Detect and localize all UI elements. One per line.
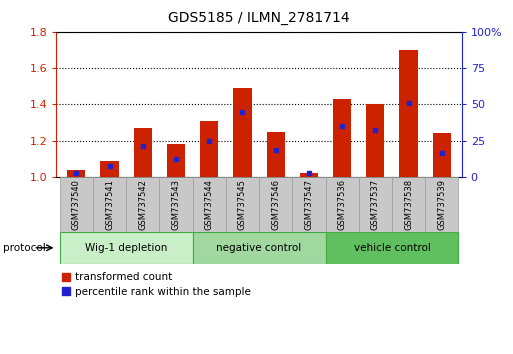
Bar — [326, 177, 359, 232]
Text: GSM737545: GSM737545 — [238, 179, 247, 230]
Bar — [93, 177, 126, 232]
Text: GSM737540: GSM737540 — [72, 179, 81, 230]
Bar — [359, 177, 392, 232]
Bar — [300, 173, 318, 177]
Text: GDS5185 / ILMN_2781714: GDS5185 / ILMN_2781714 — [168, 11, 350, 25]
Text: GSM737537: GSM737537 — [371, 179, 380, 230]
Bar — [432, 133, 451, 177]
Bar — [326, 232, 459, 264]
Bar — [259, 177, 292, 232]
Bar — [167, 144, 185, 177]
Text: negative control: negative control — [216, 243, 302, 253]
Bar — [425, 177, 459, 232]
Text: GSM737544: GSM737544 — [205, 179, 214, 230]
Bar — [101, 161, 119, 177]
Bar — [192, 232, 326, 264]
Legend: transformed count, percentile rank within the sample: transformed count, percentile rank withi… — [62, 273, 251, 297]
Bar — [392, 177, 425, 232]
Bar — [67, 170, 86, 177]
Bar — [292, 177, 326, 232]
Text: vehicle control: vehicle control — [353, 243, 430, 253]
Text: GSM737542: GSM737542 — [139, 179, 147, 230]
Text: GSM737538: GSM737538 — [404, 179, 413, 230]
Text: Wig-1 depletion: Wig-1 depletion — [85, 243, 167, 253]
Bar — [60, 177, 93, 232]
Bar — [192, 177, 226, 232]
Bar — [200, 121, 219, 177]
Text: protocol: protocol — [3, 243, 45, 253]
Bar — [366, 104, 384, 177]
Bar — [400, 50, 418, 177]
Text: GSM737546: GSM737546 — [271, 179, 280, 230]
Text: GSM737547: GSM737547 — [304, 179, 313, 230]
Bar — [333, 99, 351, 177]
Text: GSM737541: GSM737541 — [105, 179, 114, 230]
Bar — [126, 177, 160, 232]
Bar — [134, 128, 152, 177]
Bar — [267, 132, 285, 177]
Text: GSM737536: GSM737536 — [338, 179, 347, 230]
Text: GSM737539: GSM737539 — [437, 179, 446, 230]
Bar — [60, 232, 192, 264]
Text: GSM737543: GSM737543 — [171, 179, 181, 230]
Bar — [160, 177, 192, 232]
Bar — [233, 88, 251, 177]
Bar — [226, 177, 259, 232]
